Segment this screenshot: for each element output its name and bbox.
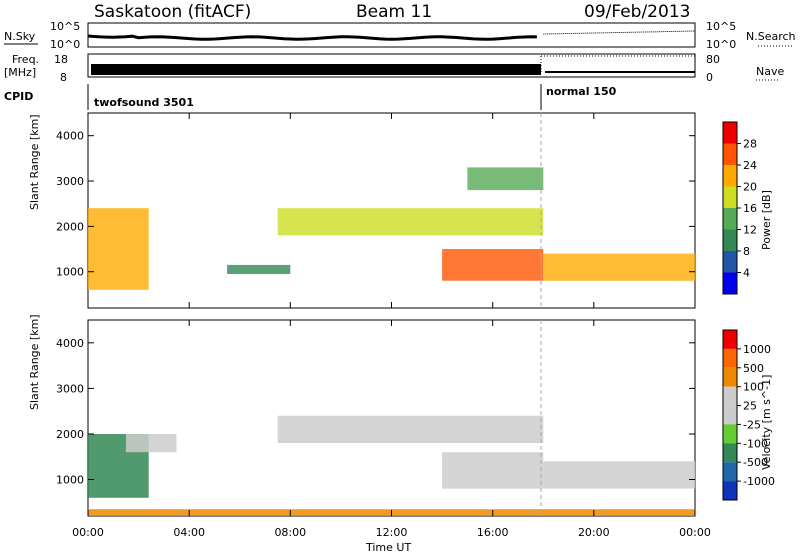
y-tick-label: 1000 [56, 474, 84, 487]
velocity-colorbar: 1000 500 100 25 -25 -100 -500 -1000 [722, 329, 775, 501]
colorbar-frame [722, 329, 738, 501]
colorbar-swatch [723, 122, 737, 144]
colorbar-tick-label: 28 [743, 138, 757, 151]
station-title: Saskatoon (fitACF) [94, 2, 251, 22]
x-tick-label: 04:00 [173, 526, 205, 539]
velocity-band-4 [543, 461, 696, 489]
y-tick-label: 1000 [56, 266, 84, 279]
colorbar-swatch [723, 462, 737, 482]
colorbar-tick-label: -1000 [743, 475, 775, 488]
freq-series [91, 64, 541, 75]
freq-strip-frame [87, 53, 696, 78]
y-tick-label: 2000 [56, 220, 84, 233]
nsearch-tick-bottom: 10^0 [706, 38, 736, 51]
colorbar-swatch [723, 481, 737, 500]
freq-label-line2: [MHz] [4, 66, 36, 79]
colorbar-swatch [723, 186, 737, 208]
nsearch-series [543, 30, 696, 35]
nsky-tick-bottom: 10^0 [50, 38, 80, 51]
beam-title: Beam 11 [356, 2, 432, 22]
nsearch-tick-top: 10^5 [706, 20, 736, 33]
colorbar-tick-label: -100 [743, 437, 768, 450]
y-tick-label: 3000 [56, 175, 84, 188]
colorbar-swatch [723, 330, 737, 349]
date-title: 09/Feb/2013 [584, 2, 690, 22]
power-ylabel: Slant Range [km] [28, 114, 41, 210]
nsearch-label: N.Search [746, 30, 796, 43]
x-tick-label: 20:00 [578, 526, 610, 539]
y-tick-label: 3000 [56, 382, 84, 395]
colorbar-swatch [723, 405, 737, 425]
colorbar-swatch [723, 443, 737, 463]
velocity-colorbar-label: Velocity [m s^-1] [760, 375, 773, 470]
velocity-heatmap-panel: 4000 3000 2000 1000 Slant Range [km] [28, 314, 696, 517]
colorbar-swatch [723, 251, 737, 273]
colorbar-tick-label: 100 [743, 381, 764, 394]
nave-tick-bottom: 0 [706, 71, 713, 84]
colorbar-tick-label: -500 [743, 456, 768, 469]
cpid-label: CPID [4, 90, 33, 103]
nave-tick-top: 80 [706, 53, 720, 66]
x-tick-label: 00:00 [679, 526, 711, 539]
nave-label: Nave [756, 65, 784, 78]
colorbar-swatch [723, 229, 737, 251]
velocity-ylabel: Slant Range [km] [28, 314, 41, 410]
power-colorbar-label: Power [dB] [760, 190, 773, 250]
y-tick-label: 2000 [56, 428, 84, 441]
power-band-2 [277, 208, 544, 236]
colorbar-tick-label: 500 [743, 362, 764, 375]
freq-tick-top: 18 [54, 53, 68, 66]
colorbar-tick-label: 8 [743, 245, 750, 258]
power-band-3 [442, 249, 544, 281]
velocity-band-1 [125, 434, 177, 453]
colorbar-swatch [723, 143, 737, 165]
colorbar-swatch [723, 208, 737, 230]
colorbar-tick-label: 16 [743, 202, 757, 215]
colorbar-tick-label: 24 [743, 159, 757, 172]
colorbar-swatch [723, 348, 737, 368]
y-tick-label: 4000 [56, 130, 84, 143]
freq-label-line1: Freq. [12, 53, 39, 66]
colorbar-swatch [723, 424, 737, 444]
power-heatmap-panel: 4000 3000 2000 1000 Slant Range [km] [28, 112, 696, 309]
cpid-segment-1: twofsound 3501 [94, 96, 194, 109]
colorbar-tick-label: 20 [743, 181, 757, 194]
velocity-band-2 [277, 415, 544, 443]
x-tick-label: 08:00 [274, 526, 306, 539]
colorbar-swatch [723, 272, 737, 294]
colorbar-swatch [723, 165, 737, 187]
colorbar-tick-label: 25 [743, 400, 757, 413]
cpid-segment-2: normal 150 [546, 85, 617, 98]
power-band-1 [227, 264, 291, 274]
power-band-4 [543, 253, 696, 281]
colorbar-tick-label: 1000 [743, 343, 771, 356]
colorbar-tick-label: -25 [743, 418, 761, 431]
x-tick-label: 00:00 [72, 526, 104, 539]
nsky-label: N.Sky [4, 30, 36, 43]
colorbar-tick-label: 4 [743, 267, 750, 280]
colorbar-swatch [723, 367, 737, 387]
power-colorbar: 28 24 20 16 12 8 4 [722, 121, 757, 295]
colorbar-tick-label: 12 [743, 224, 757, 237]
x-tick-label: 12:00 [376, 526, 408, 539]
y-tick-label: 4000 [56, 337, 84, 350]
x-tick-label: 16:00 [477, 526, 509, 539]
nsky-strip-frame [87, 22, 696, 48]
nsky-tick-top: 10^5 [50, 20, 80, 33]
power-band-5 [467, 167, 544, 191]
x-axis-label: Time UT [365, 541, 411, 554]
power-band-0 [88, 208, 149, 290]
colorbar-swatch [723, 386, 737, 406]
velocity-band-3 [442, 452, 544, 489]
nsky-series [87, 34, 537, 41]
freq-tick-bottom: 8 [60, 71, 67, 84]
